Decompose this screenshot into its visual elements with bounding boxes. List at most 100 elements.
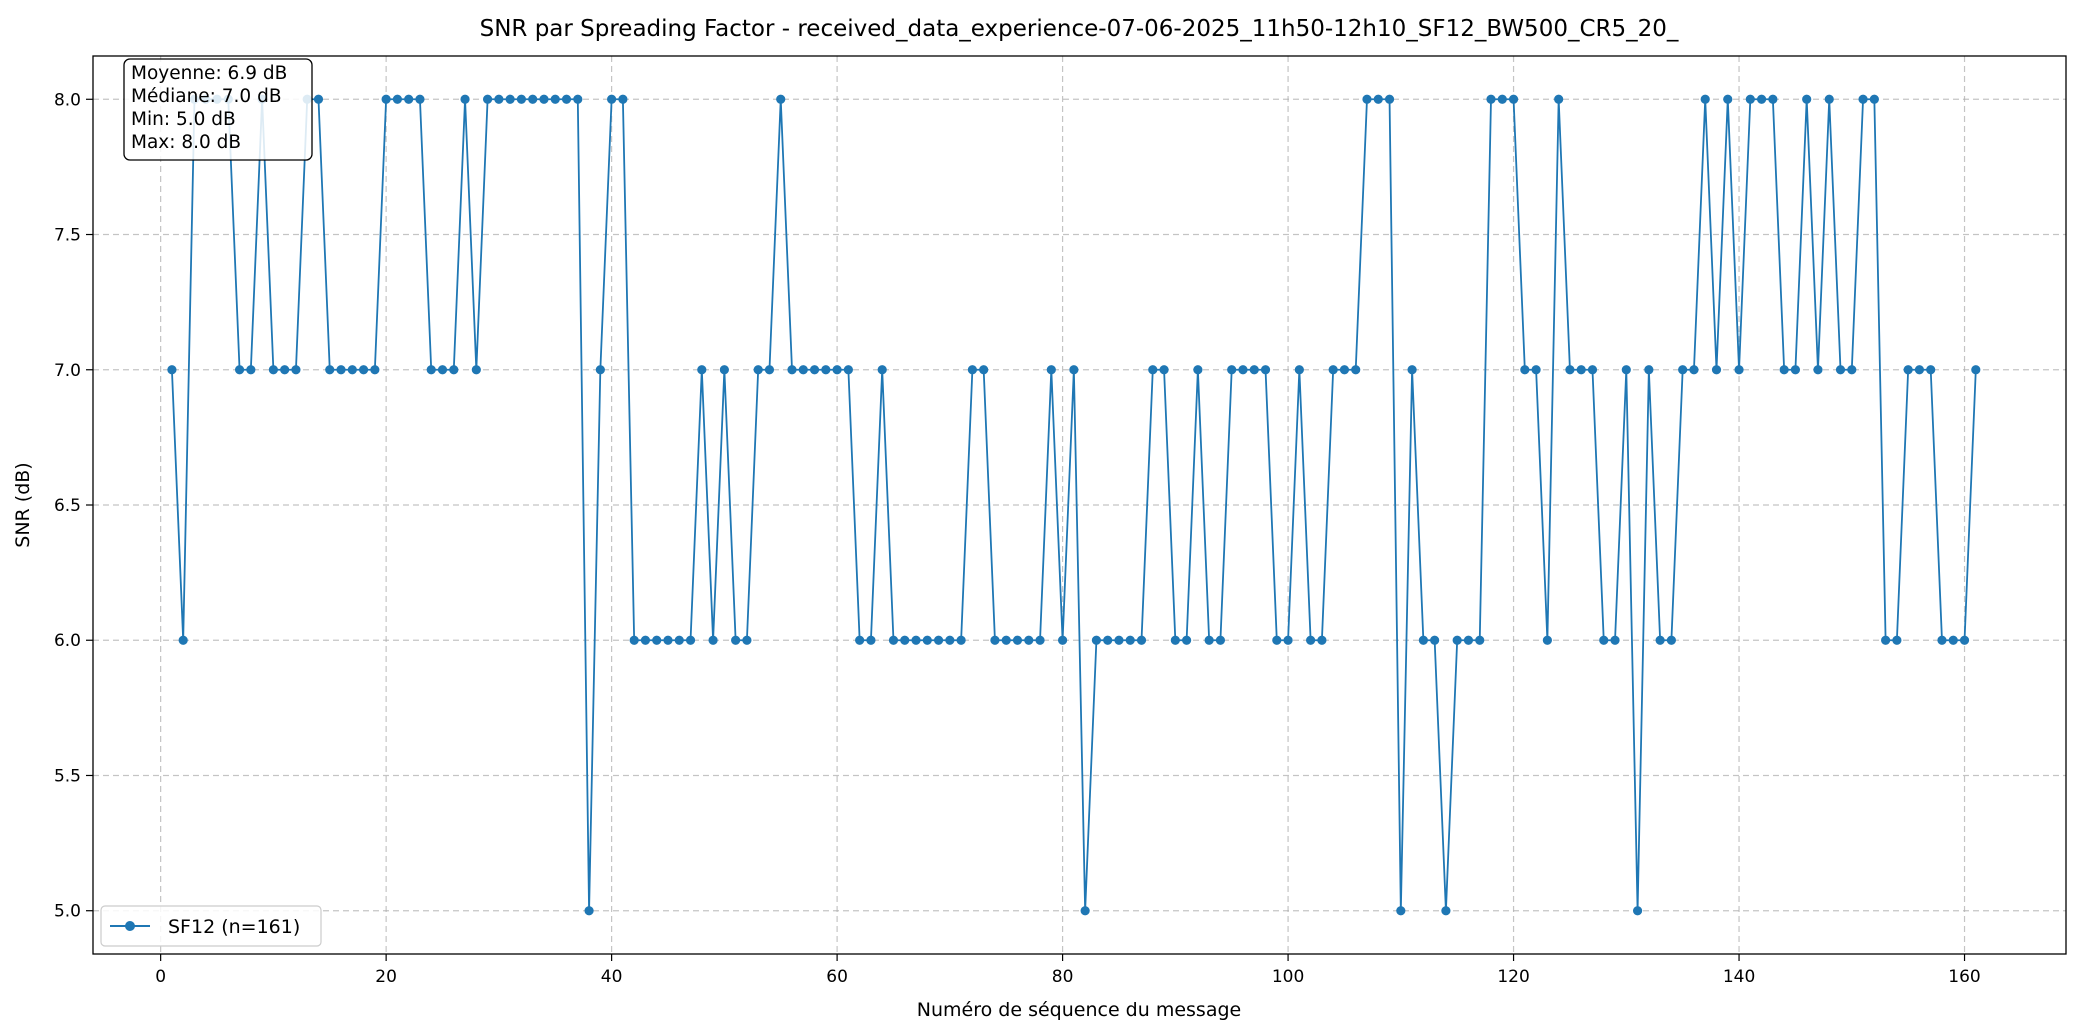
data-point <box>167 365 177 375</box>
data-point <box>1362 94 1372 104</box>
data-point <box>900 635 910 645</box>
x-tick-label: 120 <box>1497 967 1529 987</box>
data-point <box>313 94 324 104</box>
data-point <box>516 94 527 104</box>
data-point <box>1396 906 1406 916</box>
data-point <box>1430 635 1440 645</box>
data-point <box>1711 365 1722 375</box>
stat-mean: Moyenne: 6.9 dB <box>131 63 287 84</box>
legend-marker-sample <box>125 921 135 931</box>
data-point <box>325 365 335 375</box>
data-point <box>640 635 651 645</box>
data-point <box>652 635 662 645</box>
data-point <box>280 365 290 375</box>
x-tick-label: 40 <box>601 967 623 987</box>
data-point <box>832 365 842 375</box>
y-tick-label: 7.5 <box>54 226 81 246</box>
data-point <box>1599 635 1609 645</box>
data-point <box>742 635 752 645</box>
data-point <box>1824 94 1834 104</box>
data-point <box>618 94 628 104</box>
data-point <box>449 365 459 375</box>
data-point <box>1351 365 1361 375</box>
x-tick-label: 100 <box>1272 967 1304 987</box>
data-point <box>967 365 977 375</box>
data-point <box>719 365 729 375</box>
data-point <box>787 365 797 375</box>
legend-frame <box>100 905 322 947</box>
data-point <box>291 365 301 375</box>
stats-box-frame <box>123 58 313 161</box>
data-point <box>764 365 775 375</box>
data-point <box>1632 906 1643 916</box>
data-point <box>1666 635 1676 645</box>
data-point <box>697 365 707 375</box>
data-point <box>268 365 278 375</box>
data-point <box>1035 635 1045 645</box>
data-point <box>1869 94 1879 104</box>
x-axis-label: Numéro de séquence du message <box>917 999 1241 1021</box>
data-point <box>809 365 820 375</box>
data-point <box>911 635 921 645</box>
data-point <box>1114 635 1124 645</box>
data-point <box>1723 94 1733 104</box>
data-point <box>877 365 887 375</box>
data-point <box>855 635 865 645</box>
data-point <box>1576 365 1586 375</box>
data-point <box>1452 635 1462 645</box>
data-point <box>404 94 414 104</box>
x-tick-label: 60 <box>826 967 848 987</box>
y-tick-label: 8.0 <box>54 90 81 110</box>
y-axis-ticks: 5.0 5.5 6.0 6.5 7.0 7.5 8.0 <box>54 90 93 922</box>
data-point <box>1959 635 1970 645</box>
data-point <box>358 365 369 375</box>
data-point <box>1813 365 1823 375</box>
data-point <box>1531 365 1541 375</box>
data-point <box>1655 635 1665 645</box>
data-point <box>1272 635 1282 645</box>
data-point <box>1373 94 1383 104</box>
data-point <box>1678 365 1688 375</box>
y-tick-label: 6.5 <box>54 496 81 516</box>
data-point <box>415 94 425 104</box>
data-point <box>336 365 346 375</box>
stat-median: Médiane: 7.0 dB <box>131 86 282 107</box>
y-tick-label: 6.0 <box>54 631 81 651</box>
data-point <box>1339 365 1350 375</box>
stats-box: Moyenne: 6.9 dB Médiane: 7.0 dB Min: 5.0… <box>123 58 313 161</box>
data-point <box>1565 365 1575 375</box>
data-point <box>1384 94 1395 104</box>
data-point <box>607 94 617 104</box>
data-point <box>1587 365 1598 375</box>
y-tick-label: 5.5 <box>54 766 81 786</box>
y-tick-label: 7.0 <box>54 361 81 381</box>
data-point <box>1249 365 1259 375</box>
chart-title: SNR par Spreading Factor - received_data… <box>480 16 1679 42</box>
data-point <box>528 94 538 104</box>
data-point <box>573 94 583 104</box>
data-point <box>1182 635 1192 645</box>
data-point <box>843 365 853 375</box>
data-point <box>584 906 594 916</box>
data-point <box>539 94 549 104</box>
x-tick-label: 80 <box>1052 967 1074 987</box>
data-point <box>1554 94 1564 104</box>
data-point <box>821 365 831 375</box>
data-point <box>1170 635 1180 645</box>
data-point <box>1057 635 1068 645</box>
data-point <box>505 94 515 104</box>
data-point <box>1903 365 1913 375</box>
data-point <box>1294 365 1304 375</box>
data-point <box>990 635 1000 645</box>
data-point <box>1091 635 1102 645</box>
data-point <box>392 94 403 104</box>
data-point <box>1069 365 1079 375</box>
data-point <box>246 365 256 375</box>
x-tick-label: 0 <box>155 967 166 987</box>
data-point <box>1193 365 1203 375</box>
data-point <box>1926 365 1936 375</box>
data-point <box>1779 365 1789 375</box>
data-point <box>776 94 786 104</box>
data-point <box>1024 635 1034 645</box>
